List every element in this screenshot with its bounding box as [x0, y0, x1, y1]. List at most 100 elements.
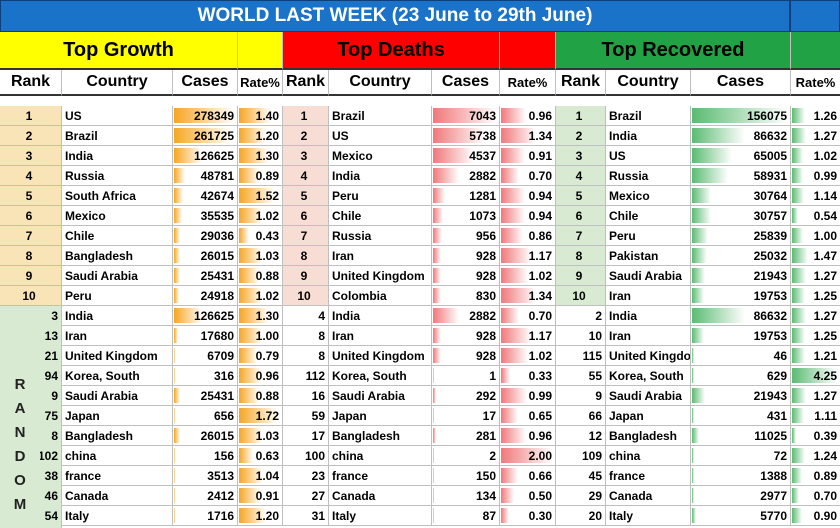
cases-cell: 2882	[432, 166, 500, 186]
rank-cell: 4	[556, 166, 606, 186]
rate-bar	[792, 308, 806, 323]
country-name: Japan	[65, 408, 100, 423]
rate-cell: 0.54	[791, 206, 840, 226]
rank-cell: 4	[0, 166, 62, 186]
country-cell: Russia	[62, 166, 173, 186]
rate-value: 0.91	[528, 148, 552, 163]
rank-value: 3	[51, 308, 58, 323]
cases-value: 25032	[753, 248, 787, 263]
cases-cell: 26015	[173, 246, 238, 266]
cases-cell: 58931	[691, 166, 791, 186]
cases-bar	[174, 248, 180, 263]
cases-bar	[174, 308, 202, 323]
cases-cell: 24918	[173, 286, 238, 306]
rate-value: 0.70	[528, 308, 552, 323]
rate-cell: 1.17	[500, 326, 556, 346]
rate-cell: 1.20	[238, 506, 283, 526]
rate-value: 0.99	[528, 388, 552, 403]
cases-cell: 278349	[173, 106, 238, 126]
rate-value: 4.25	[813, 368, 837, 383]
rate-cell: 0.99	[500, 386, 556, 406]
country-cell: france	[606, 466, 691, 486]
cases-bar	[692, 208, 711, 223]
cases-bar	[433, 288, 441, 303]
rate-value: 1.34	[528, 288, 552, 303]
rank-cell: 9	[283, 266, 329, 286]
cases-cell: 292	[432, 386, 500, 406]
cases-cell: 2	[432, 446, 500, 466]
rate-value: 1.27	[813, 268, 837, 283]
rate-bar	[239, 288, 263, 303]
rate-bar	[501, 508, 509, 523]
cases-bar	[174, 468, 176, 483]
country-cell: Italy	[329, 506, 432, 526]
rank-cell: 6	[556, 206, 606, 226]
rank-value: 54	[44, 508, 58, 523]
cases-bar	[174, 488, 176, 503]
country-name: US	[609, 148, 626, 163]
rate-value: 0.91	[255, 488, 279, 503]
cases-bar	[174, 108, 235, 123]
country-name: Colombia	[332, 288, 387, 303]
rank-cell: 66	[556, 406, 606, 426]
country-cell: Brazil	[329, 106, 432, 126]
rank-cell: 10	[556, 286, 606, 306]
column-header-rate: Rate%	[238, 70, 283, 96]
country-name: Chile	[332, 208, 362, 223]
rank-cell: 27	[283, 486, 329, 506]
country-cell: Bangladesh	[62, 426, 173, 446]
rate-cell: 1.25	[791, 326, 840, 346]
cases-value: 261725	[193, 128, 234, 143]
rate-value: 1.20	[255, 508, 279, 523]
cases-bar	[174, 428, 180, 443]
column-header-rate: Rate%	[791, 70, 840, 96]
cases-value: 928	[475, 248, 496, 263]
cases-bar	[692, 508, 696, 523]
rate-value: 0.94	[528, 208, 552, 223]
rate-value: 0.63	[255, 448, 279, 463]
header-label: Rank	[285, 73, 326, 90]
rank-cell: 3	[283, 146, 329, 166]
country-cell: france	[62, 466, 173, 486]
cases-value: 2977	[760, 488, 787, 503]
rate-cell: 1.27	[791, 306, 840, 326]
cases-bar	[433, 408, 435, 423]
country-name: Iran	[65, 328, 88, 343]
cases-bar	[433, 248, 442, 263]
country-cell: Korea, South	[606, 366, 691, 386]
cases-value: 292	[475, 388, 496, 403]
cases-value: 17	[482, 408, 496, 423]
cases-value: 17680	[200, 328, 234, 343]
rate-bar	[792, 448, 806, 463]
cases-cell: 956	[432, 226, 500, 246]
rate-cell: 0.89	[238, 166, 283, 186]
rate-cell: 1.24	[791, 446, 840, 466]
rate-cell: 0.63	[238, 446, 283, 466]
cases-bar	[433, 448, 435, 463]
rank-cell: 7	[556, 226, 606, 246]
rate-cell: 1.34	[500, 286, 556, 306]
cases-bar	[174, 448, 176, 463]
cases-cell: 928	[432, 246, 500, 266]
rank-value: 9	[575, 268, 583, 283]
rank-cell: 9	[556, 266, 606, 286]
cases-bar	[174, 388, 180, 403]
cases-bar	[692, 428, 699, 443]
cases-cell: 42674	[173, 186, 238, 206]
cases-cell: 30757	[691, 206, 791, 226]
rate-value: 0.79	[255, 348, 279, 363]
cases-value: 928	[475, 348, 496, 363]
rank-value: 31	[311, 508, 325, 523]
cases-value: 26015	[200, 248, 234, 263]
rank-cell: 29	[556, 486, 606, 506]
rank-value: 8	[575, 248, 583, 263]
rank-value: 8	[51, 428, 58, 443]
rate-bar	[501, 148, 525, 163]
cases-cell: 2412	[173, 486, 238, 506]
country-cell: Saudi Arabia	[606, 266, 691, 286]
country-cell: Mexico	[606, 186, 691, 206]
cases-bar	[692, 488, 694, 503]
cases-cell: 126625	[173, 146, 238, 166]
cases-bar	[692, 228, 708, 243]
cases-cell: 48781	[173, 166, 238, 186]
